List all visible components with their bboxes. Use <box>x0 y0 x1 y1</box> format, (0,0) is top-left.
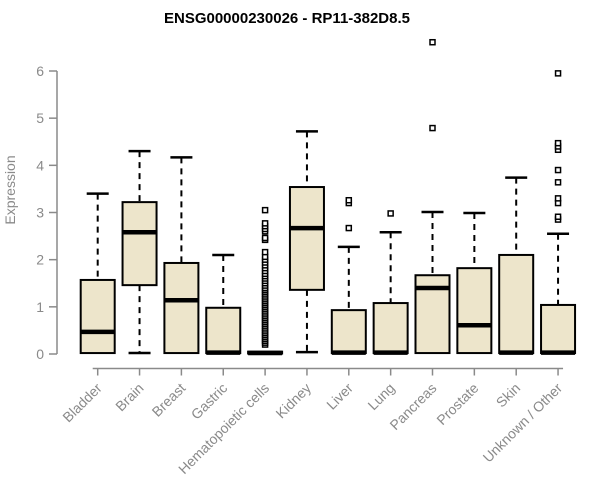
x-tick-label: Breast <box>149 380 189 420</box>
x-tick-label: Kidney <box>272 380 314 422</box>
box-prostate <box>456 267 493 355</box>
box-gastric <box>205 306 242 355</box>
box-unknown-other <box>540 303 577 355</box>
outlier-point <box>554 179 562 186</box>
y-tick-label: 1 <box>36 299 44 315</box>
outlier-point <box>261 248 269 256</box>
outlier-point <box>261 206 269 214</box>
box-lung <box>372 302 409 355</box>
y-tick-label: 3 <box>36 204 44 220</box>
x-tick-label: Prostate <box>433 380 481 428</box>
y-tick-label: 6 <box>36 63 44 79</box>
outlier-point <box>345 224 353 232</box>
x-tick-label: Lung <box>364 380 397 413</box>
x-tick-label: Liver <box>323 380 356 413</box>
box-bladder <box>79 278 116 355</box>
x-tick-label: Bladder <box>59 380 105 426</box>
x-tick-label: Unknown / Other <box>480 380 566 466</box>
outlier-point <box>345 196 353 204</box>
x-tick-label: Brain <box>112 380 146 414</box>
x-tick-label: Skin <box>493 380 524 411</box>
box-liver <box>330 309 367 355</box>
outlier-point <box>429 124 436 132</box>
outlier-point <box>429 38 436 46</box>
y-tick-label: 0 <box>36 346 44 362</box>
box-skin <box>498 253 535 355</box>
outlier-point <box>554 213 562 220</box>
x-tick-label: Pancreas <box>386 380 439 433</box>
y-tick-label: 5 <box>36 110 44 126</box>
outlier-point <box>554 70 562 77</box>
outlier-point <box>554 139 562 147</box>
box-kidney <box>288 186 325 291</box>
box-brain <box>121 201 158 287</box>
y-axis-title: Expression <box>2 155 18 224</box>
y-tick-label: 2 <box>36 252 44 268</box>
chart-title: ENSG00000230026 - RP11-382D8.5 <box>164 10 410 27</box>
outlier-point <box>261 234 269 242</box>
outlier-point <box>387 210 394 217</box>
outlier-point <box>261 220 269 227</box>
outlier-point <box>554 195 562 202</box>
box-breast <box>163 261 200 355</box>
outlier-point <box>554 166 562 174</box>
y-tick-label: 4 <box>36 157 44 173</box>
